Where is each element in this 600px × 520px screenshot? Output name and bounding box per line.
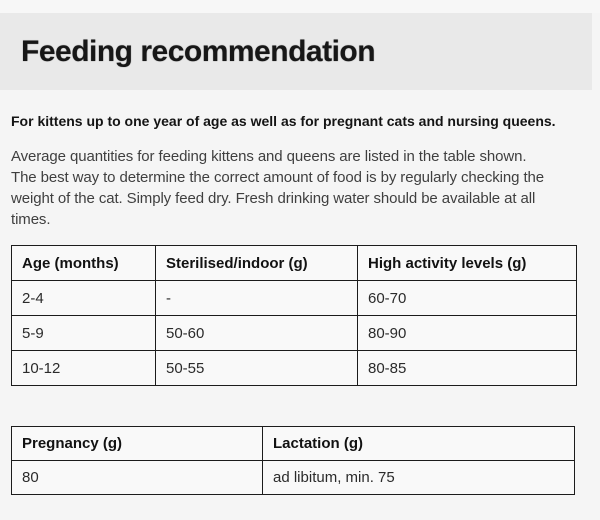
table-header-row: Pregnancy (g) Lactation (g) [11, 426, 575, 461]
table-cell: 80 [11, 460, 263, 495]
table-cell: 50-60 [155, 315, 358, 351]
table-header-cell: Age (months) [11, 245, 156, 281]
intro-lead: For kittens up to one year of age as wel… [11, 113, 556, 129]
intro-body: Average quantities for feeding kittens a… [11, 146, 586, 230]
intro-body-line: The best way to determine the correct am… [11, 169, 545, 186]
title-banner: Feeding recommendation [0, 13, 592, 90]
table-header-cell: Lactation (g) [262, 426, 575, 461]
table-cell: 80-90 [357, 315, 577, 351]
table-row: 80 ad libitum, min. 75 [11, 460, 575, 495]
page-title: Feeding recommendation [21, 34, 376, 68]
table-cell: 2-4 [11, 280, 156, 316]
table-cell: 10-12 [11, 350, 156, 386]
intro-body-line: times. [11, 211, 51, 228]
queen-feeding-table: Pregnancy (g) Lactation (g) 80 ad libitu… [11, 426, 575, 495]
table-cell: 5-9 [11, 315, 156, 351]
kitten-feeding-table: Age (months) Sterilised/indoor (g) High … [11, 245, 577, 386]
table-row: 5-9 50-60 80-90 [11, 315, 577, 351]
table-header-row: Age (months) Sterilised/indoor (g) High … [11, 245, 577, 281]
table-header-cell: Sterilised/indoor (g) [155, 245, 358, 281]
table-row: 10-12 50-55 80-85 [11, 350, 577, 386]
table-cell: ad libitum, min. 75 [262, 460, 575, 495]
table-cell: 80-85 [357, 350, 577, 386]
table-row: 2-4 - 60-70 [11, 280, 577, 316]
table-cell: 50-55 [155, 350, 358, 386]
table-cell: - [155, 280, 358, 316]
top-strip [0, 0, 600, 13]
content-area: For kittens up to one year of age as wel… [0, 113, 600, 495]
intro-body-line: Average quantities for feeding kittens a… [11, 148, 527, 165]
intro-body-line: weight of the cat. Simply feed dry. Fres… [11, 190, 536, 207]
table-header-cell: High activity levels (g) [357, 245, 577, 281]
table-header-cell: Pregnancy (g) [11, 426, 263, 461]
table-cell: 60-70 [357, 280, 577, 316]
